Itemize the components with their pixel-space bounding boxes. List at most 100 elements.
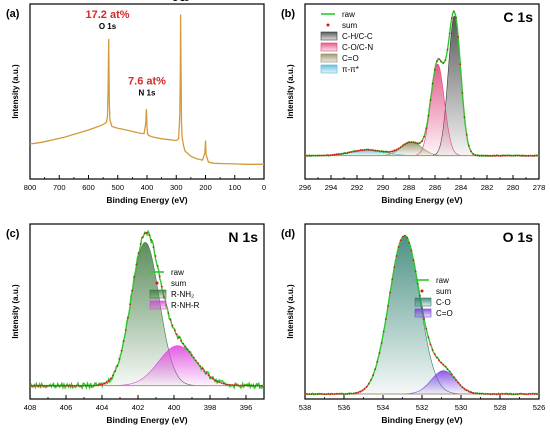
sum-point (35, 384, 38, 387)
sum-point (129, 303, 131, 306)
sum-point (329, 393, 332, 395)
x-tick-label: 526 (533, 403, 546, 412)
sum-point (487, 154, 489, 157)
sum-point (184, 345, 187, 348)
sum-point (161, 285, 163, 288)
x-tick-label: 404 (96, 403, 109, 412)
sum-point (533, 154, 536, 157)
panel-title: C 1s (503, 9, 533, 25)
sum-point (312, 393, 315, 395)
sum-point (333, 153, 336, 156)
x-tick-label: 288 (403, 183, 416, 192)
sum-point (158, 275, 161, 278)
sum-point (478, 154, 481, 157)
sum-point (455, 379, 457, 381)
sum-point (237, 384, 240, 387)
sum-point (122, 340, 125, 342)
sum-point (188, 351, 191, 353)
sum-point (118, 358, 121, 360)
sum-point (444, 365, 447, 368)
sum-point (203, 370, 206, 372)
x-tick-label: 534 (377, 403, 390, 412)
sum-point (50, 384, 53, 387)
sum-point (463, 116, 466, 119)
fit-component-peak (305, 15, 539, 156)
sum-point (139, 243, 142, 245)
sum-point (504, 154, 506, 157)
sum-point (137, 252, 140, 254)
legend-label: sum (436, 287, 451, 296)
x-tick-label: 500 (111, 183, 124, 192)
sum-point (216, 380, 219, 383)
sum-point (489, 154, 491, 157)
sum-point (178, 336, 180, 339)
sum-point (408, 242, 411, 244)
sum-point (440, 60, 442, 63)
x-tick-label: 296 (299, 183, 312, 192)
sum-point (120, 349, 123, 352)
sum-point (529, 393, 532, 395)
sum-point (489, 393, 491, 395)
legend-label: R-NH₂ (171, 290, 194, 299)
sum-point (533, 393, 536, 395)
sum-point (304, 154, 306, 157)
sum-point (521, 154, 523, 157)
sum-point (461, 386, 464, 388)
sum-point (367, 382, 370, 385)
sum-point (406, 236, 408, 239)
legend-swatch (320, 64, 338, 74)
x-tick-label: 408 (24, 403, 37, 412)
sum-point (199, 365, 202, 367)
sum-point (209, 376, 212, 378)
sum-point (261, 384, 263, 387)
sum-point (495, 154, 498, 157)
sum-point (252, 384, 255, 387)
sum-point (316, 154, 319, 157)
sum-point (378, 150, 381, 152)
sum-point (308, 154, 311, 157)
sum-point (480, 154, 483, 157)
sum-point (167, 312, 170, 314)
sum-point (226, 383, 229, 386)
sum-point (382, 330, 385, 333)
sum-point (429, 343, 432, 346)
legend-swatch (320, 42, 338, 52)
x-tick-label: 286 (429, 183, 442, 192)
sum-point (367, 149, 370, 151)
sum-point (419, 294, 421, 297)
sum-point (397, 147, 400, 150)
sum-point (493, 154, 496, 157)
sum-point (80, 384, 82, 387)
x-tick-label: 398 (204, 403, 217, 412)
sum-point (410, 249, 413, 252)
sum-point (438, 359, 440, 362)
sum-point (448, 32, 451, 35)
panel-c: 408 406 404 402 400 398 396 Binding Energy (eV)… (0, 220, 275, 440)
sum-point (376, 360, 379, 363)
sum-point (180, 339, 182, 342)
sum-point (510, 393, 513, 395)
sum-point (470, 150, 472, 153)
sum-point (399, 239, 402, 242)
legend-label: C=O (342, 54, 359, 63)
sum-point (78, 384, 80, 387)
sum-point (446, 48, 449, 51)
sum-point (58, 384, 61, 387)
sum-point (308, 393, 311, 395)
sum-point (499, 154, 502, 157)
sum-point (402, 144, 404, 147)
x-axis-label: Binding Energy (eV) (381, 415, 462, 425)
sum-point (414, 141, 417, 144)
sum-point (220, 382, 223, 384)
atomic-percent-label: 17.2 at% (85, 9, 129, 21)
sum-point (39, 384, 42, 387)
x-axis-label: Binding Energy (eV) (106, 195, 187, 205)
sum-point (408, 141, 411, 144)
legend-label: C=O (436, 309, 453, 318)
x-tick-label: 700 (53, 183, 66, 192)
sum-point (427, 336, 430, 339)
sum-point (67, 384, 70, 387)
sum-point (527, 393, 530, 395)
sum-point (314, 154, 317, 157)
sum-point (480, 392, 483, 395)
